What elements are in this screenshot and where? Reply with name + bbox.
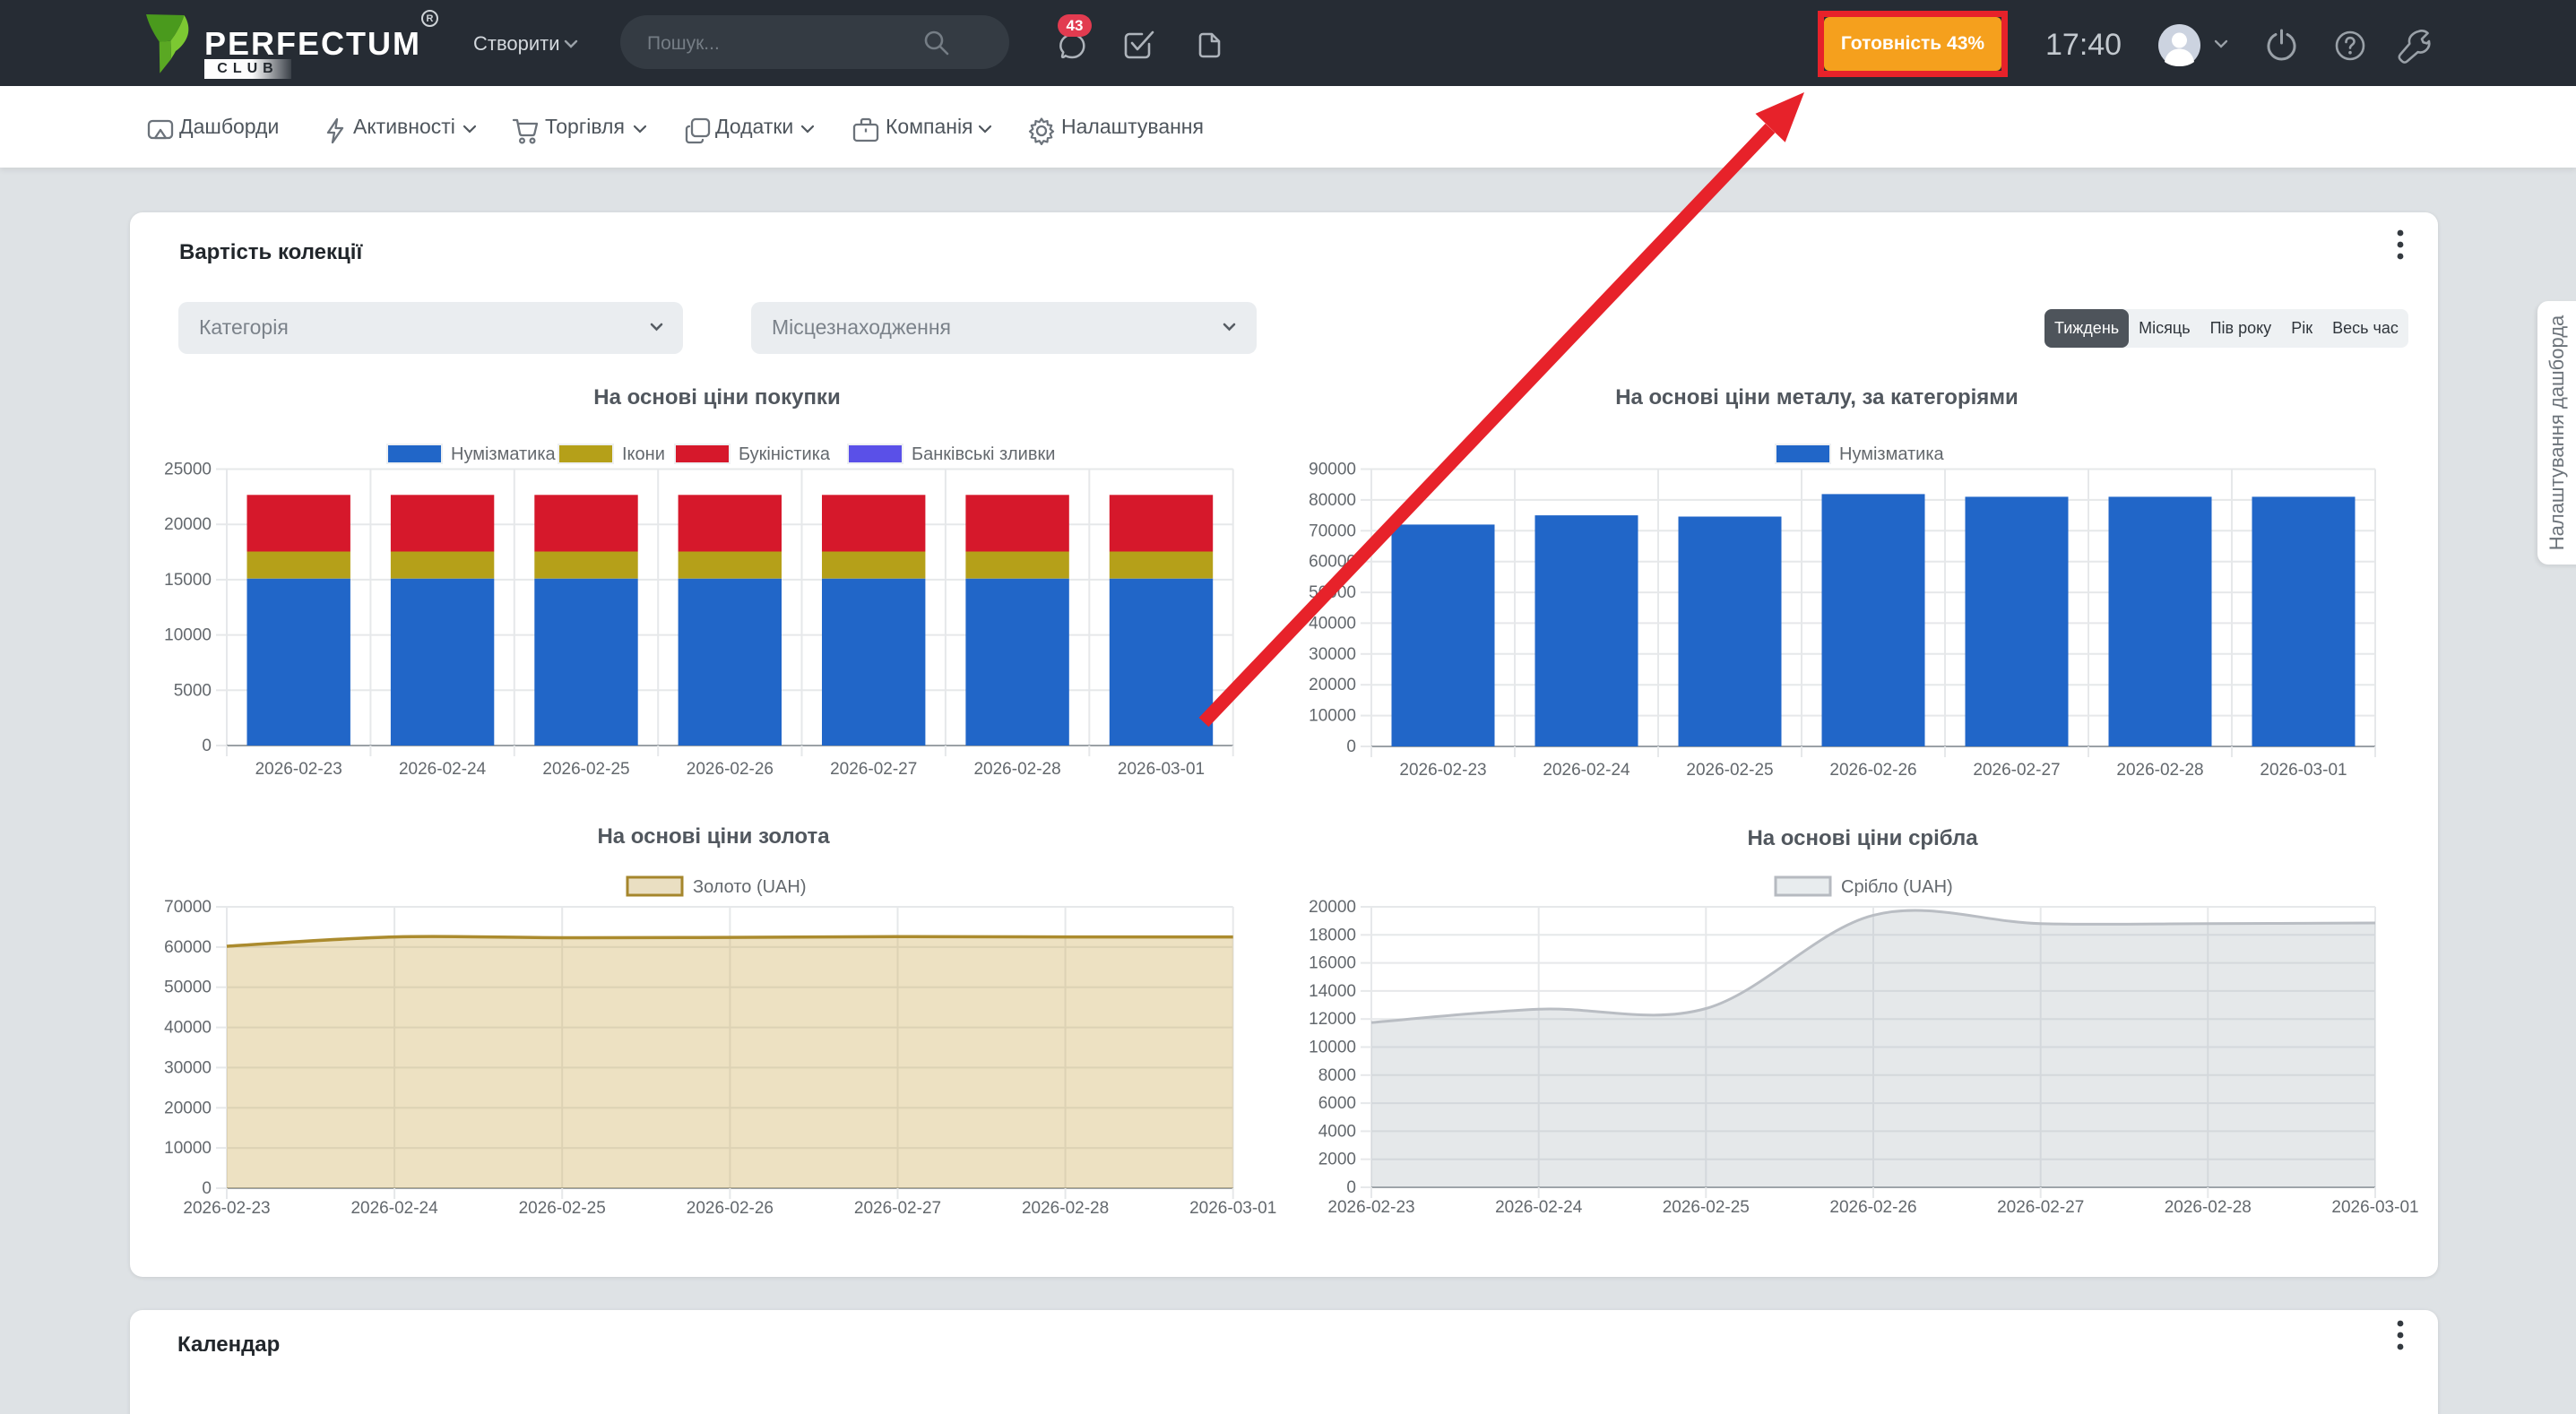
svg-text:18000: 18000: [1309, 926, 1356, 944]
svg-text:0: 0: [202, 737, 212, 755]
svg-text:10000: 10000: [1309, 1039, 1356, 1057]
svg-text:2026-03-01: 2026-03-01: [1189, 1199, 1276, 1218]
svg-text:20000: 20000: [1309, 676, 1356, 694]
svg-text:2026-02-24: 2026-02-24: [350, 1199, 438, 1218]
svg-text:30000: 30000: [1309, 645, 1356, 664]
svg-text:2026-02-25: 2026-02-25: [1663, 1198, 1750, 1217]
svg-text:2026-02-28: 2026-02-28: [2165, 1198, 2252, 1217]
svg-text:10000: 10000: [1309, 707, 1356, 726]
svg-text:2026-02-24: 2026-02-24: [399, 760, 487, 779]
svg-text:2026-02-26: 2026-02-26: [1829, 1198, 1916, 1217]
svg-text:Золото (UAH): Золото (UAH): [693, 877, 807, 897]
svg-text:Налаштування дашборда: Налаштування дашборда: [2546, 315, 2568, 550]
svg-text:15000: 15000: [164, 571, 212, 590]
svg-text:0: 0: [1346, 737, 1356, 756]
svg-text:Букіністика: Букіністика: [739, 444, 831, 464]
svg-text:2026-02-28: 2026-02-28: [1022, 1199, 1109, 1218]
svg-text:Ікони: Ікони: [622, 444, 665, 464]
svg-text:2026-02-26: 2026-02-26: [687, 1199, 774, 1218]
svg-text:0: 0: [202, 1179, 212, 1198]
svg-text:90000: 90000: [1309, 461, 1356, 479]
svg-text:2026-02-23: 2026-02-23: [1399, 761, 1486, 780]
svg-text:2026-02-27: 2026-02-27: [830, 760, 917, 779]
svg-text:Нумізматика: Нумізматика: [451, 444, 557, 464]
svg-text:40000: 40000: [164, 1019, 212, 1038]
svg-text:2026-02-23: 2026-02-23: [1327, 1198, 1414, 1217]
svg-text:12000: 12000: [1309, 1010, 1356, 1029]
svg-text:2026-02-27: 2026-02-27: [854, 1199, 941, 1218]
svg-text:2000: 2000: [1318, 1151, 1356, 1169]
svg-text:10000: 10000: [164, 626, 212, 645]
svg-text:80000: 80000: [1309, 491, 1356, 510]
svg-text:6000: 6000: [1318, 1094, 1356, 1113]
svg-text:2026-03-01: 2026-03-01: [2331, 1198, 2418, 1217]
svg-text:40000: 40000: [1309, 614, 1356, 633]
svg-text:На основі ціни срібла: На основі ціни срібла: [1747, 826, 1978, 850]
svg-text:2026-02-26: 2026-02-26: [687, 760, 774, 779]
svg-text:2026-02-24: 2026-02-24: [1543, 761, 1630, 780]
svg-text:2026-02-27: 2026-02-27: [1997, 1198, 2084, 1217]
svg-text:2026-02-25: 2026-02-25: [1686, 761, 1773, 780]
svg-text:30000: 30000: [164, 1058, 212, 1077]
svg-text:5000: 5000: [174, 681, 212, 700]
svg-text:На основі ціни покупки: На основі ціни покупки: [593, 385, 840, 410]
svg-text:20000: 20000: [1309, 898, 1356, 917]
svg-text:0: 0: [1346, 1178, 1356, 1197]
svg-text:70000: 70000: [164, 898, 212, 917]
svg-text:8000: 8000: [1318, 1066, 1356, 1085]
svg-text:20000: 20000: [164, 515, 212, 534]
svg-text:14000: 14000: [1309, 982, 1356, 1001]
svg-text:60000: 60000: [1309, 553, 1356, 572]
svg-text:Нумізматика: Нумізматика: [1839, 444, 1945, 464]
svg-text:Срібло (UAH): Срібло (UAH): [1841, 877, 1953, 897]
svg-text:50000: 50000: [1309, 583, 1356, 602]
svg-text:20000: 20000: [164, 1099, 212, 1117]
svg-text:Банківські зливки: Банківські зливки: [912, 444, 1055, 464]
svg-text:2026-02-23: 2026-02-23: [255, 760, 342, 779]
svg-text:На основі ціни металу, за кате: На основі ціни металу, за категоріями: [1615, 385, 2018, 410]
svg-text:На основі ціни золота: На основі ціни золота: [597, 824, 830, 849]
svg-text:2026-02-25: 2026-02-25: [519, 1199, 606, 1218]
svg-text:50000: 50000: [164, 979, 212, 997]
svg-text:2026-02-26: 2026-02-26: [1829, 761, 1916, 780]
svg-text:60000: 60000: [164, 938, 212, 957]
svg-text:2026-02-27: 2026-02-27: [1973, 761, 2060, 780]
svg-text:10000: 10000: [164, 1139, 212, 1158]
svg-text:2026-02-25: 2026-02-25: [542, 760, 629, 779]
svg-text:25000: 25000: [164, 461, 212, 479]
svg-text:2026-02-28: 2026-02-28: [2116, 761, 2203, 780]
svg-text:2026-02-28: 2026-02-28: [973, 760, 1060, 779]
svg-text:2026-02-24: 2026-02-24: [1495, 1198, 1583, 1217]
svg-text:70000: 70000: [1309, 522, 1356, 540]
svg-text:2026-02-23: 2026-02-23: [183, 1199, 270, 1218]
svg-text:16000: 16000: [1309, 954, 1356, 973]
svg-text:2026-03-01: 2026-03-01: [2260, 761, 2347, 780]
svg-text:2026-03-01: 2026-03-01: [1118, 760, 1205, 779]
svg-text:4000: 4000: [1318, 1122, 1356, 1141]
